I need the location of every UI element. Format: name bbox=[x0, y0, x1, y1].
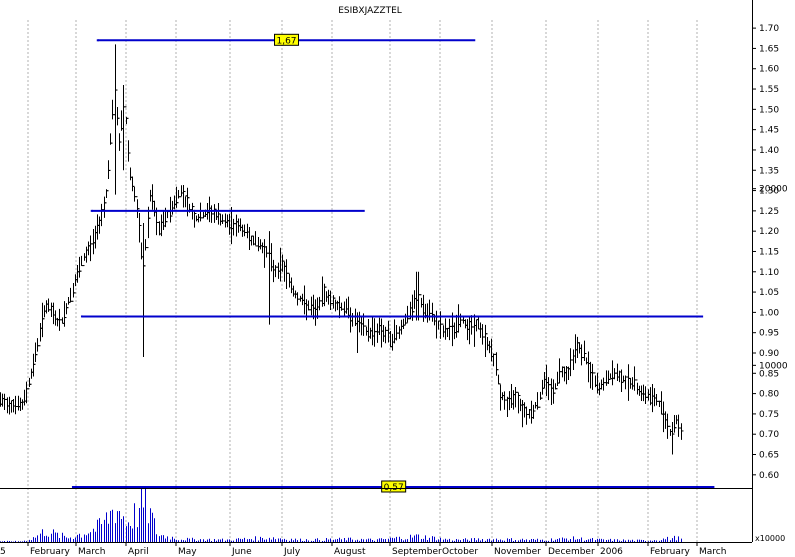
price-tick-label: 1.35 bbox=[759, 166, 779, 176]
grid bbox=[27, 20, 698, 542]
price-tick-label: 1.25 bbox=[759, 207, 779, 217]
time-tick-label: December bbox=[548, 547, 595, 557]
price-tick-label: 1.10 bbox=[759, 268, 779, 278]
price-tick-label: 0.60 bbox=[759, 471, 779, 481]
price-tick-label: 1.40 bbox=[759, 146, 779, 156]
price-axis: 0.60 0.65 0.70 0.75 0.80 0.85 0.90 0.95 1.00 1.05… bbox=[752, 24, 779, 481]
level-label-box bbox=[274, 33, 300, 46]
price-tick-label: 1.00 bbox=[759, 308, 779, 318]
time-tick-label: February bbox=[30, 547, 71, 557]
price-tick-label: 0.90 bbox=[759, 349, 779, 359]
time-tick-label: May bbox=[178, 547, 197, 557]
price-tick-label: 1.30 bbox=[759, 187, 779, 197]
price-tick-label: 1.15 bbox=[759, 247, 779, 257]
time-tick-label: October bbox=[442, 547, 478, 557]
price-tick-label: 1.70 bbox=[759, 24, 779, 34]
time-axis: 5 February March April May June July August Sept… bbox=[0, 542, 726, 557]
time-tick-label: February bbox=[650, 547, 691, 557]
level-label-box bbox=[381, 480, 407, 493]
time-tick-label: June bbox=[231, 547, 252, 557]
volume-axis: 10000 20000 x10000 bbox=[752, 185, 788, 543]
price-tick-label: 1.55 bbox=[759, 85, 779, 95]
price-tick-label: 1.50 bbox=[759, 105, 779, 115]
time-tick-label: April bbox=[128, 547, 149, 557]
time-tick-label: March bbox=[699, 547, 726, 557]
volume-multiplier-label: x10000 bbox=[755, 534, 785, 543]
volume-tick-label: 20000 bbox=[759, 185, 788, 195]
price-tick-label: 0.85 bbox=[759, 369, 779, 379]
price-tick-label: 1.65 bbox=[759, 44, 779, 54]
price-tick-label: 0.75 bbox=[759, 410, 779, 420]
level-label: 1,67 bbox=[276, 36, 296, 46]
chart-title: ESIBXJAZZTEL bbox=[338, 6, 402, 16]
time-tick-label: 2006 bbox=[600, 547, 623, 557]
time-tick-label: 5 bbox=[0, 547, 6, 557]
price-tick-label: 1.60 bbox=[759, 65, 779, 75]
time-tick-label: July bbox=[283, 547, 301, 557]
volume-tick-label: 10000 bbox=[759, 361, 788, 371]
price-tick-label: 0.95 bbox=[759, 329, 779, 339]
time-tick-label: March bbox=[78, 547, 105, 557]
price-tick-label: 1.05 bbox=[759, 288, 779, 298]
price-tick-label: 0.70 bbox=[759, 430, 779, 440]
horizontal-levels: 1,670,57 bbox=[71, 33, 715, 493]
volume-bars bbox=[0, 489, 682, 542]
chart-frame bbox=[0, 0, 753, 543]
price-tick-label: 0.65 bbox=[759, 451, 779, 461]
price-tick-label: 1.45 bbox=[759, 126, 779, 136]
time-tick-label: August bbox=[334, 547, 366, 557]
price-tick-label: 0.80 bbox=[759, 390, 779, 400]
time-tick-label: September bbox=[392, 547, 442, 557]
price-bars bbox=[0, 44, 684, 455]
price-tick-label: 1.20 bbox=[759, 227, 779, 237]
time-tick-label: November bbox=[494, 547, 541, 557]
